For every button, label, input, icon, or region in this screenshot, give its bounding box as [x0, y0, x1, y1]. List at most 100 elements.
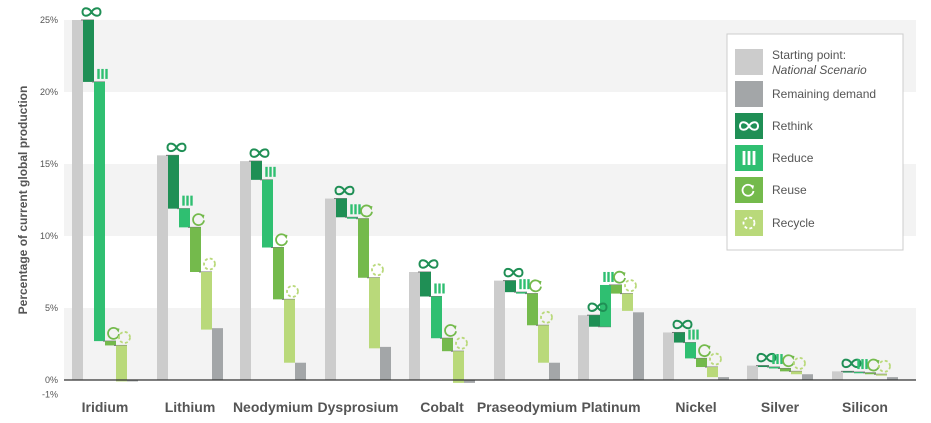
reuse-circle-icon: [529, 279, 542, 293]
reuse-circle-icon: [698, 344, 711, 358]
recycle-dashed-circle-icon: [540, 310, 553, 324]
reduce-bars-icon: [350, 204, 361, 215]
category-label: Neodymium: [233, 399, 313, 415]
bar-silicon-recycle: [876, 374, 887, 376]
bar-iridium-rethink: [83, 20, 94, 82]
reduce-bars-icon: [603, 271, 614, 282]
category-label: Platinum: [581, 399, 640, 415]
bar-platinum-reuse: [611, 284, 622, 294]
legend-swatch: [735, 49, 763, 75]
bar-cobalt-reuse: [442, 338, 453, 352]
bar-cobalt-rethink: [420, 272, 431, 297]
category-label: Silver: [761, 399, 800, 415]
reuse-circle-icon: [782, 354, 795, 368]
bar-neodymium-remaining: [295, 362, 306, 380]
bar-neodymium-reuse: [273, 247, 284, 300]
bar-cobalt-start: [409, 272, 420, 380]
y-tick-label: 15%: [40, 159, 58, 169]
reduce-bars-icon: [742, 151, 756, 165]
bar-platinum-start: [578, 315, 589, 380]
bar-silver-reduce: [769, 367, 780, 369]
legend-swatch: [735, 210, 763, 236]
bar-neodymium-reduce: [262, 179, 273, 248]
infinity-icon: [334, 185, 355, 196]
y-axis-label: Percentage of current global production: [16, 86, 30, 315]
category-label: Iridium: [82, 399, 129, 415]
bar-silicon-rethink: [843, 371, 854, 373]
bar-dysprosium-start: [325, 198, 336, 380]
reduce-bars-icon: [688, 329, 699, 340]
bar-dysprosium-reuse: [358, 218, 369, 278]
infinity-icon: [503, 267, 524, 278]
legend-label: Reuse: [772, 183, 807, 197]
bar-platinum-remaining: [633, 312, 644, 380]
infinity-icon: [738, 121, 760, 131]
bar-nickel-recycle: [707, 367, 718, 378]
bar-silicon-remaining: [887, 377, 898, 380]
bar-neodymium-start: [240, 161, 251, 380]
bar-silver-recycle: [791, 371, 802, 375]
bars: [72, 19, 898, 383]
recycle-dashed-circle-icon: [878, 359, 891, 373]
bar-lithium-reuse: [190, 227, 201, 272]
reduce-bars-icon: [97, 68, 108, 79]
infinity-icon: [81, 7, 102, 17]
bar-lithium-reduce: [179, 208, 190, 228]
bar-dysprosium-reduce: [347, 217, 358, 219]
infinity-icon: [587, 302, 608, 312]
y-tick-label: 0%: [45, 375, 58, 385]
bar-lithium-rethink: [168, 155, 179, 209]
reduce-bars-icon: [519, 279, 530, 290]
category-label: Nickel: [675, 399, 716, 415]
y-tick-label: 25%: [40, 15, 58, 25]
bar-praseodymium-rethink: [505, 280, 516, 293]
bar-cobalt-recycle: [453, 351, 464, 383]
category-label: Cobalt: [420, 399, 464, 415]
legend-label-sub: National Scenario: [772, 63, 867, 77]
bar-nickel-reuse: [696, 358, 707, 368]
bar-silver-start: [747, 365, 758, 380]
infinity-icon: [166, 142, 187, 153]
recycle-dashed-circle-icon: [371, 263, 384, 277]
bar-praseodymium-recycle: [538, 325, 549, 363]
reuse-circle-icon: [275, 233, 288, 247]
legend-label: Rethink: [772, 119, 814, 133]
bar-neodymium-recycle: [284, 299, 295, 363]
reduce-bars-icon: [772, 354, 783, 365]
y-tick-label: 5%: [45, 303, 58, 313]
bar-silicon-reuse: [865, 372, 876, 375]
recycle-dashed-circle-icon: [455, 336, 468, 350]
legend-item-remaining: Remaining demand: [735, 81, 876, 107]
bar-praseodymium-reuse: [527, 293, 538, 326]
y-axis: 25% 20% 15% 10% 5% 0% -1%: [40, 15, 58, 399]
category-label: Lithium: [165, 399, 216, 415]
reuse-circle-icon: [360, 204, 373, 218]
recycle-dashed-circle-icon: [203, 257, 216, 271]
legend: Starting point:National Scenario Remainin…: [726, 33, 904, 251]
legend-item-start: Starting point:National Scenario: [735, 48, 867, 77]
reuse-circle-icon: [741, 183, 755, 197]
bar-silver-reuse: [780, 368, 791, 372]
bar-dysprosium-rethink: [336, 198, 347, 218]
category-label: Silicon: [842, 399, 888, 415]
bar-praseodymium-start: [494, 280, 505, 380]
legend-swatch: [735, 177, 763, 203]
legend-label: Recycle: [772, 216, 815, 230]
reuse-circle-icon: [444, 324, 457, 337]
y-tick-label: 10%: [40, 231, 58, 241]
recycle-dashed-circle-icon: [286, 284, 299, 298]
reuse-circle-icon: [192, 213, 205, 226]
legend-swatch: [735, 81, 763, 107]
bar-iridium-remaining: [127, 380, 138, 382]
bar-nickel-remaining: [718, 377, 729, 380]
recycle-dashed-circle-icon: [709, 352, 722, 366]
bar-nickel-reduce: [685, 342, 696, 359]
legend-label: Reduce: [772, 151, 814, 165]
bar-nickel-start: [663, 332, 674, 380]
bar-iridium-reduce: [94, 81, 105, 342]
category-label: Dysprosium: [318, 399, 399, 415]
reduce-bars-icon: [434, 283, 445, 294]
legend-label: Starting point:: [772, 48, 846, 62]
recycle-dashed-circle-icon: [624, 279, 637, 293]
